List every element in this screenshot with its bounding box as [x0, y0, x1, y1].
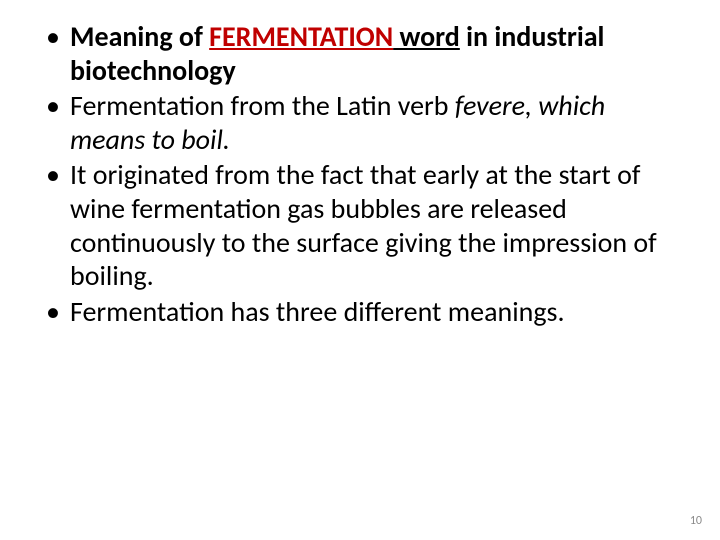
page-number: 10	[690, 514, 702, 528]
bullet-4: Fermentation has three different meaning…	[40, 295, 680, 329]
bullet-1-highlight: FERMENTATION	[209, 19, 393, 54]
bullet-1-prefix: Meaning of	[70, 19, 209, 54]
bullet-list: Meaning of FERMENTATION word in industri…	[40, 20, 680, 328]
bullet-1-suffix-a: word	[393, 19, 460, 54]
bullet-1: Meaning of FERMENTATION word in industri…	[40, 20, 680, 87]
bullet-2-prefix: Fermentation from the Latin verb	[70, 88, 455, 123]
slide: Meaning of FERMENTATION word in industri…	[0, 0, 720, 540]
bullet-3: It originated from the fact that early a…	[40, 158, 680, 292]
bullet-3-text: It originated from the fact that early a…	[70, 157, 657, 293]
bullet-4-text: Fermentation has three different meaning…	[70, 294, 565, 329]
bullet-2: Fermentation from the Latin verb fevere,…	[40, 89, 680, 156]
